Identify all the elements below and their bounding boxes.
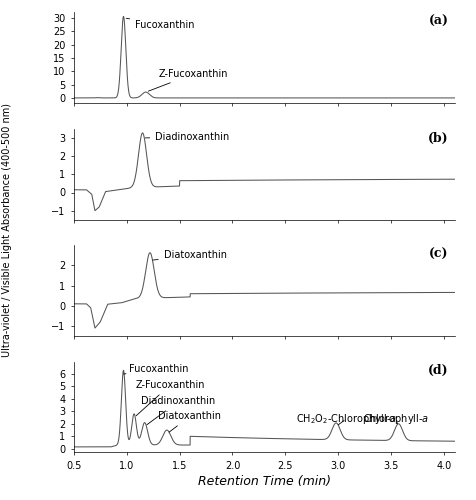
Text: Chlorophyll-$a$: Chlorophyll-$a$ — [363, 412, 428, 426]
Text: Ultra-violet / Visible Light Absorbance (400-500 nm): Ultra-violet / Visible Light Absorbance … — [2, 103, 12, 357]
Text: (c): (c) — [429, 248, 449, 261]
Text: Retention Time (min): Retention Time (min) — [198, 474, 331, 488]
Text: Fucoxanthin: Fucoxanthin — [126, 18, 195, 30]
Text: Diatoxanthin: Diatoxanthin — [153, 250, 227, 260]
Text: Diadinoxanthin: Diadinoxanthin — [145, 132, 229, 142]
Text: (d): (d) — [428, 364, 449, 378]
Text: (a): (a) — [429, 15, 449, 28]
Text: Diadinoxanthin: Diadinoxanthin — [141, 396, 216, 424]
Text: Diatoxanthin: Diatoxanthin — [159, 412, 221, 432]
Text: CH$_2$O$_2$-Chlorophyll-$a$: CH$_2$O$_2$-Chlorophyll-$a$ — [296, 412, 397, 426]
Text: Z-Fucoxanthin: Z-Fucoxanthin — [135, 380, 205, 416]
Text: Fucoxanthin: Fucoxanthin — [123, 364, 188, 374]
Text: (b): (b) — [428, 132, 449, 144]
Text: Z-Fucoxanthin: Z-Fucoxanthin — [149, 69, 228, 91]
